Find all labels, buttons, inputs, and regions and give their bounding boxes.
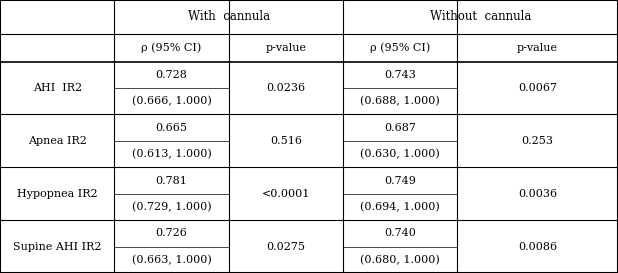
Text: Supine AHI IR2: Supine AHI IR2 — [13, 242, 101, 252]
Text: ρ (95% CI): ρ (95% CI) — [142, 42, 201, 53]
Text: (0.666, 1.000): (0.666, 1.000) — [132, 96, 211, 106]
Text: 0.0086: 0.0086 — [518, 242, 557, 252]
Text: With  cannula: With cannula — [188, 10, 269, 23]
Text: 0.516: 0.516 — [270, 136, 302, 146]
Text: 0.781: 0.781 — [156, 176, 187, 186]
Text: Hypopnea IR2: Hypopnea IR2 — [17, 189, 98, 199]
Text: 0.0036: 0.0036 — [518, 189, 557, 199]
Text: (0.630, 1.000): (0.630, 1.000) — [360, 149, 440, 159]
Text: 0.0236: 0.0236 — [266, 83, 305, 93]
Text: (0.680, 1.000): (0.680, 1.000) — [360, 255, 440, 265]
Text: <0.0001: <0.0001 — [261, 189, 310, 199]
Text: 0.665: 0.665 — [156, 123, 187, 133]
Text: 0.728: 0.728 — [156, 70, 187, 80]
Text: 0.253: 0.253 — [522, 136, 554, 146]
Text: (0.663, 1.000): (0.663, 1.000) — [132, 255, 211, 265]
Text: 0.726: 0.726 — [156, 229, 187, 238]
Text: 0.687: 0.687 — [384, 123, 416, 133]
Text: ρ (95% CI): ρ (95% CI) — [370, 42, 430, 53]
Text: 0.0275: 0.0275 — [266, 242, 305, 252]
Text: p-value: p-value — [265, 43, 307, 53]
Text: (0.688, 1.000): (0.688, 1.000) — [360, 96, 440, 106]
Text: 0.740: 0.740 — [384, 229, 416, 238]
Text: (0.694, 1.000): (0.694, 1.000) — [360, 202, 440, 212]
Text: 0.743: 0.743 — [384, 70, 416, 80]
Text: 0.749: 0.749 — [384, 176, 416, 186]
Text: 0.0067: 0.0067 — [518, 83, 557, 93]
Text: (0.613, 1.000): (0.613, 1.000) — [132, 149, 211, 159]
Text: Apnea IR2: Apnea IR2 — [28, 136, 87, 146]
Text: (0.729, 1.000): (0.729, 1.000) — [132, 202, 211, 212]
Text: Without  cannula: Without cannula — [430, 10, 531, 23]
Text: AHI  IR2: AHI IR2 — [33, 83, 82, 93]
Text: p-value: p-value — [517, 43, 558, 53]
